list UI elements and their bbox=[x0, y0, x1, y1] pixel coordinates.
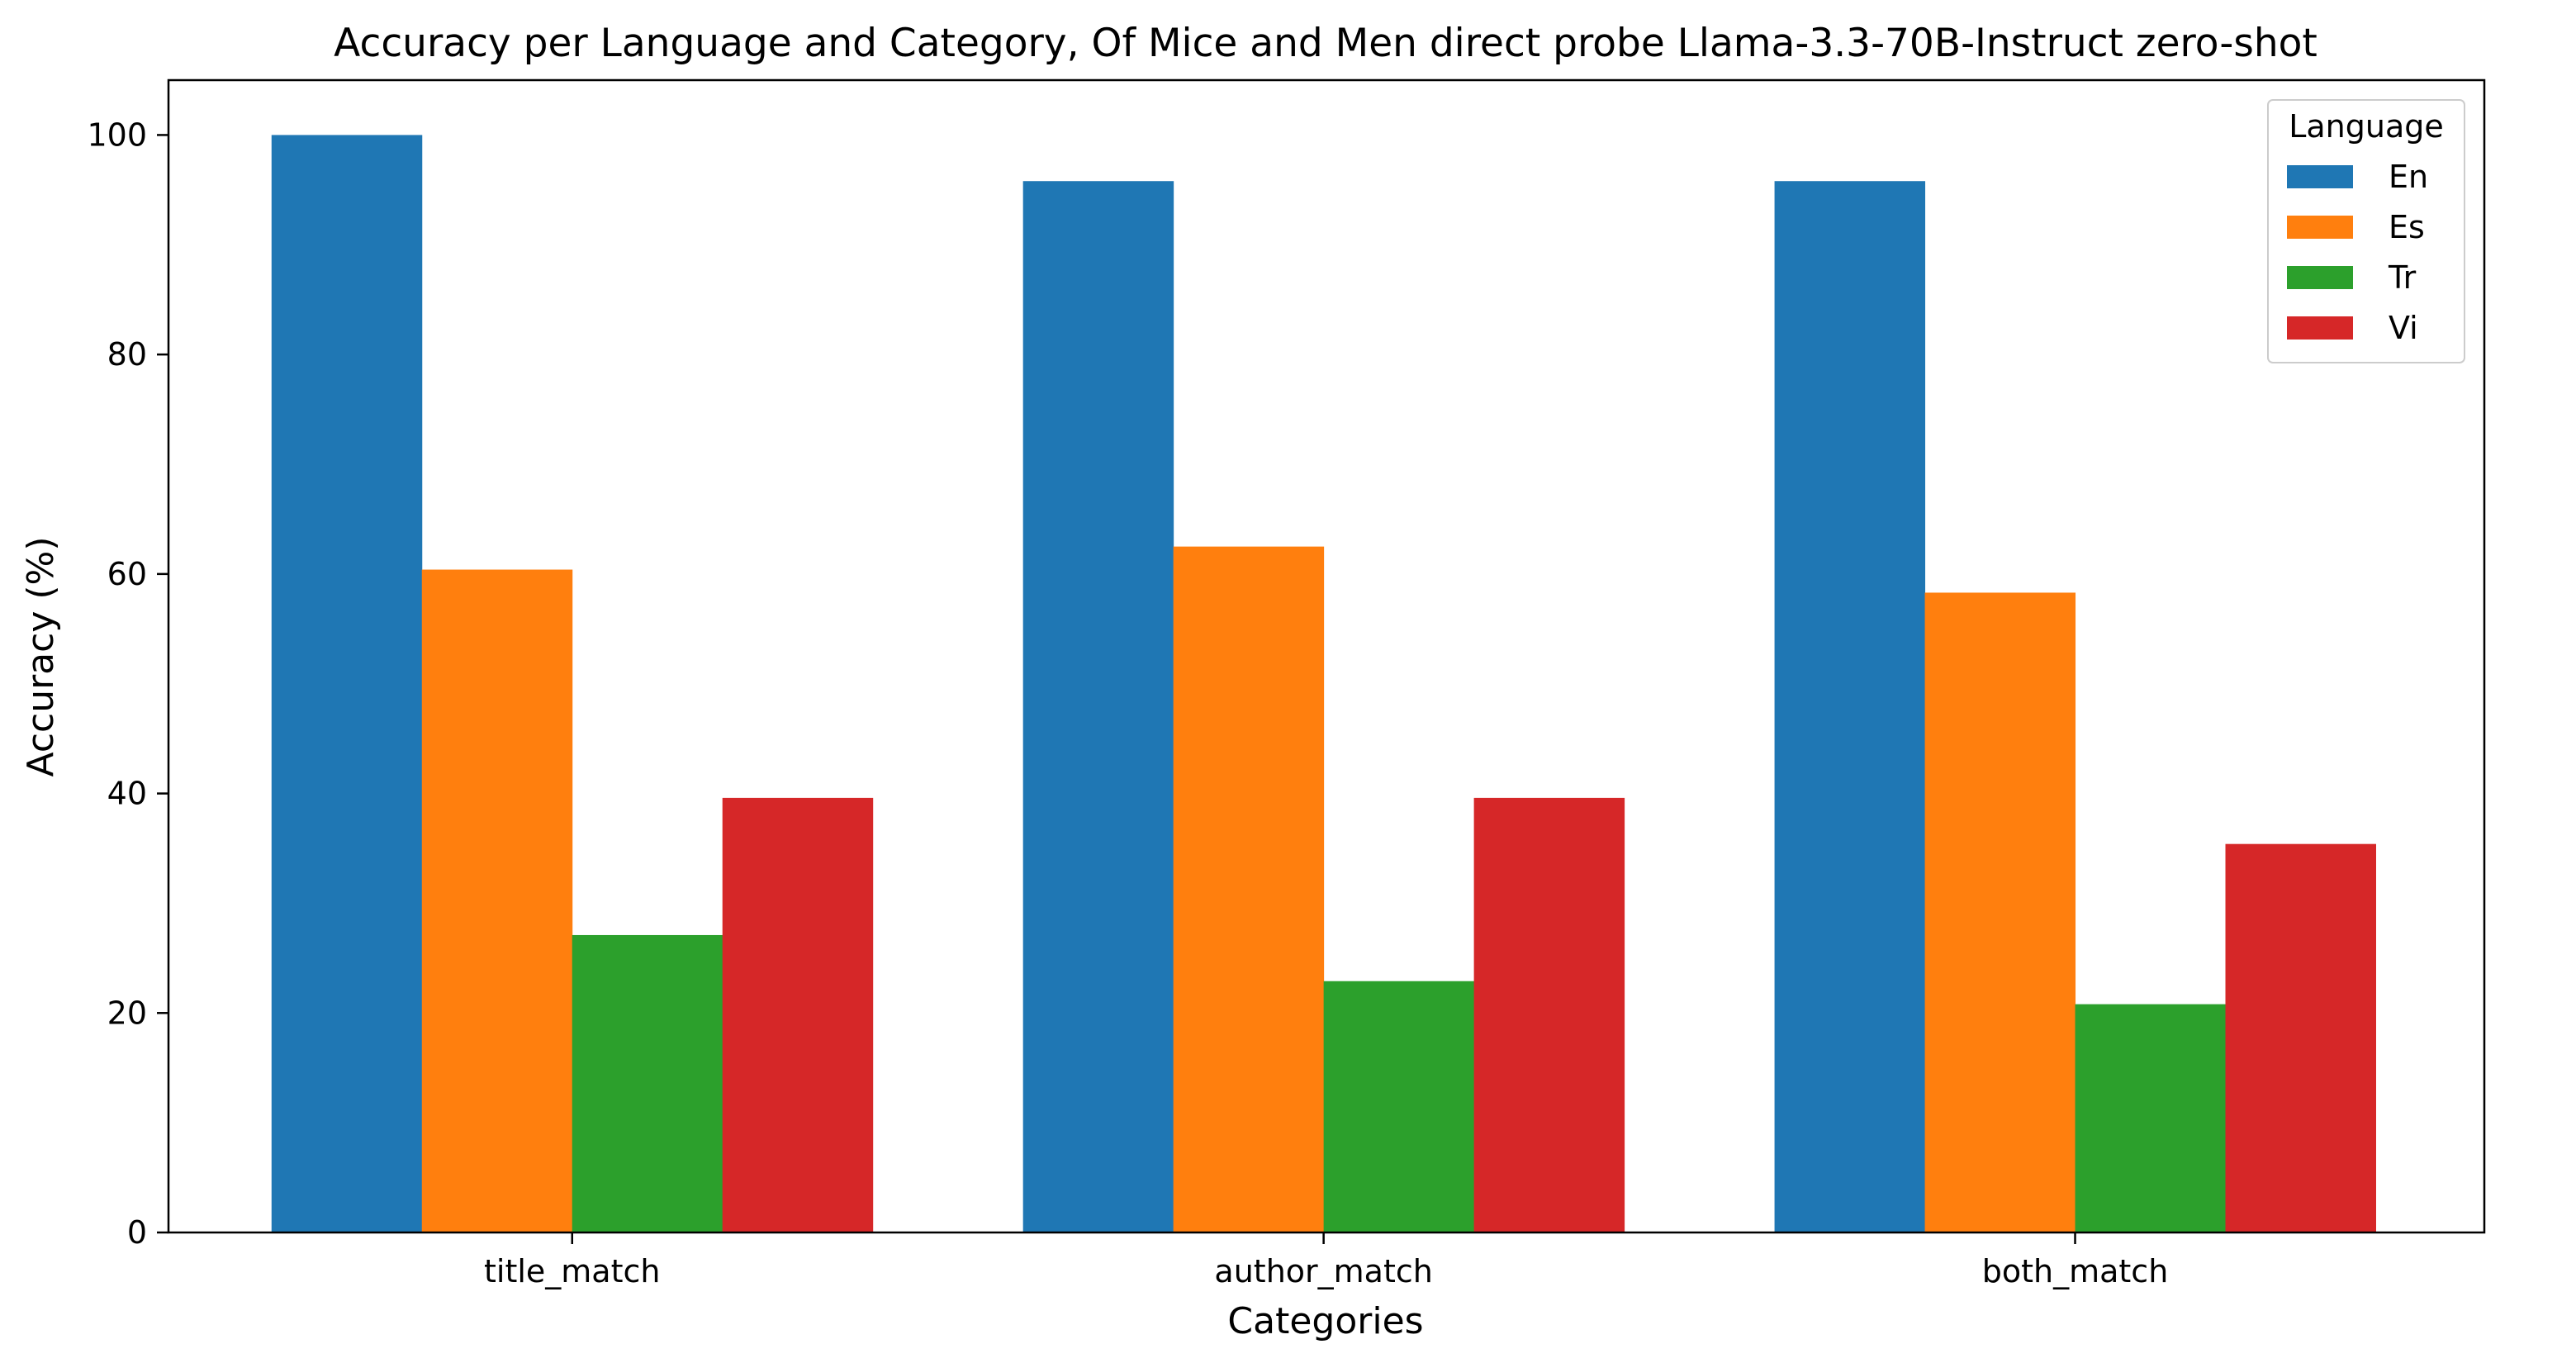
legend-label-en: En bbox=[2389, 159, 2428, 195]
bar-tr-both-match bbox=[2075, 1004, 2227, 1232]
bar-es-both-match bbox=[1924, 592, 2076, 1232]
y-tick-label: 20 bbox=[107, 995, 147, 1031]
legend-label-es: Es bbox=[2389, 209, 2425, 245]
y-tick-label: 0 bbox=[127, 1214, 147, 1251]
x-tick-label: both_match bbox=[1982, 1253, 2169, 1289]
bar-en-author-match bbox=[1022, 181, 1174, 1233]
legend-title: Language bbox=[2289, 108, 2444, 145]
y-tick-label: 40 bbox=[107, 776, 147, 812]
bar-tr-title-match bbox=[572, 934, 723, 1232]
chart-title: Accuracy per Language and Category, Of M… bbox=[334, 21, 2317, 66]
y-tick-label: 60 bbox=[107, 556, 147, 592]
legend-swatch-en bbox=[2287, 165, 2353, 188]
y-axis: 0 20 40 60 80 100 bbox=[87, 116, 168, 1251]
y-axis-label: Accuracy (%) bbox=[20, 536, 62, 776]
x-axis-label: Categories bbox=[1227, 1300, 1423, 1342]
legend-swatch-tr bbox=[2287, 266, 2353, 289]
bar-vi-both-match bbox=[2225, 843, 2376, 1232]
x-tick-label: title_match bbox=[484, 1253, 660, 1289]
legend-swatch-vi bbox=[2287, 316, 2353, 340]
bar-en-both-match bbox=[1774, 181, 1926, 1233]
bar-vi-title-match bbox=[722, 797, 874, 1232]
legend: Language En Es Tr Vi bbox=[2267, 99, 2465, 363]
y-tick-label: 100 bbox=[87, 116, 147, 153]
legend-label-tr: Tr bbox=[2388, 259, 2417, 296]
legend-label-vi: Vi bbox=[2389, 310, 2418, 346]
bar-tr-author-match bbox=[1323, 981, 1475, 1232]
bars-layer bbox=[271, 135, 2376, 1233]
bar-es-author-match bbox=[1173, 546, 1325, 1232]
bar-en-title-match bbox=[271, 135, 423, 1232]
x-tick-label: author_match bbox=[1214, 1253, 1432, 1289]
legend-items: En Es Tr Vi bbox=[2287, 159, 2428, 346]
plot-frame bbox=[167, 78, 2486, 1234]
x-axis: title_match author_match both_match bbox=[484, 1232, 2168, 1289]
legend-swatch-es bbox=[2287, 216, 2353, 239]
bar-vi-author-match bbox=[1473, 797, 1625, 1232]
y-tick-label: 80 bbox=[107, 336, 147, 373]
bar-es-title-match bbox=[421, 569, 573, 1232]
